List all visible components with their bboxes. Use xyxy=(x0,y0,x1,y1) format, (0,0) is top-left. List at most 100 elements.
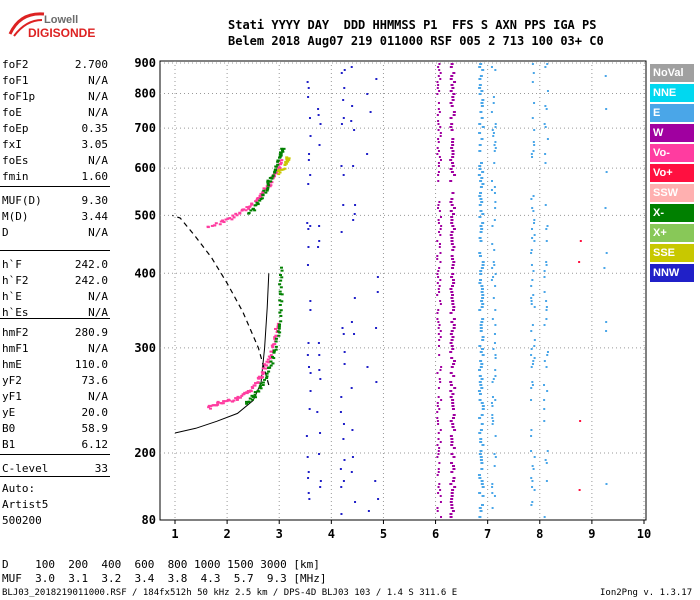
echo-point xyxy=(492,135,495,137)
echo-point xyxy=(308,498,311,500)
echo-point xyxy=(350,471,353,473)
echo-point xyxy=(438,483,441,485)
echo-point xyxy=(449,333,453,335)
echo-point xyxy=(438,267,441,269)
echo-point xyxy=(375,381,378,383)
echo-point xyxy=(438,63,441,65)
param-name: foEs xyxy=(2,154,29,167)
x-2hop-point xyxy=(267,184,271,187)
echo-point xyxy=(450,504,454,506)
echo-point xyxy=(532,210,535,212)
echo-point xyxy=(437,75,440,77)
echo-point xyxy=(481,318,485,320)
echo-point xyxy=(308,117,311,119)
param-row-ye: yE 20.0 xyxy=(2,406,108,420)
legend-item-vo-: Vo+ xyxy=(650,164,694,182)
echo-point xyxy=(439,132,442,134)
param-value: 58.9 xyxy=(81,422,109,435)
echo-point xyxy=(449,234,453,236)
legend-item-ssw: SSW xyxy=(650,184,694,202)
echo-point xyxy=(436,282,439,284)
echo-point xyxy=(480,267,484,269)
o-trace-point xyxy=(266,358,270,361)
echo-point xyxy=(450,63,454,65)
echo-point xyxy=(353,333,356,335)
o-trace-point xyxy=(261,376,265,379)
echo-point xyxy=(530,387,533,389)
x-2hop-point xyxy=(258,199,262,202)
echo-point xyxy=(340,486,343,488)
echo-point xyxy=(375,327,378,329)
o-2hop-point xyxy=(221,219,225,222)
echo-point xyxy=(479,210,483,212)
echo-point xyxy=(450,237,454,239)
x-2hop-point xyxy=(255,201,259,204)
echo-point xyxy=(436,273,439,275)
echo-point xyxy=(449,435,453,437)
echo-point xyxy=(494,456,497,458)
echo-point xyxy=(439,429,442,431)
echo-point xyxy=(543,408,546,410)
x-trace-point xyxy=(274,348,278,351)
echo-point xyxy=(437,345,440,347)
echo-point xyxy=(543,420,546,422)
x-trace-point xyxy=(253,393,257,396)
legend-item-x-: X- xyxy=(650,204,694,222)
o-trace-point xyxy=(263,367,267,370)
echo-point xyxy=(480,468,484,470)
echo-point xyxy=(450,171,454,173)
echo-point xyxy=(309,135,312,137)
echo-point xyxy=(351,105,354,107)
o-2hop-point xyxy=(248,205,252,208)
param-name: C-level xyxy=(2,462,49,475)
param-row-c-level: C-level 33 xyxy=(2,462,108,476)
echo-point xyxy=(533,240,536,242)
echo-point xyxy=(438,291,441,293)
echo-point xyxy=(479,75,483,77)
o-2hop-point xyxy=(262,187,266,190)
echo-point xyxy=(451,510,455,512)
param-row-b1: B1 6.12 xyxy=(2,438,108,452)
echo-point xyxy=(450,339,454,341)
footer-file-info: BLJ03_2018219011000.RSF / 184fx512h 50 k… xyxy=(2,588,458,598)
echo-point xyxy=(452,213,456,215)
echo-point xyxy=(437,171,440,173)
echo-point xyxy=(480,228,484,230)
x-trace-point xyxy=(247,400,251,403)
echo-point xyxy=(343,69,346,71)
echo-point xyxy=(449,351,453,353)
echo-point xyxy=(452,228,456,230)
echo-point xyxy=(479,240,483,242)
o-2hop-point xyxy=(278,163,282,166)
echo-point xyxy=(490,111,493,113)
o-2hop-point xyxy=(234,212,238,215)
echo-point xyxy=(307,159,310,161)
sse-point xyxy=(277,173,281,176)
echo-point xyxy=(478,84,482,86)
echo-point xyxy=(436,405,439,407)
param-name: B1 xyxy=(2,438,16,451)
echo-point xyxy=(450,123,454,125)
echo-point xyxy=(319,432,322,434)
legend-item-sse: SSE xyxy=(650,244,694,262)
echo-point xyxy=(533,219,536,221)
o-trace-point xyxy=(265,360,269,363)
echo-point xyxy=(450,84,454,86)
echo-point xyxy=(481,336,485,338)
param-name: MUF(D) xyxy=(2,194,42,207)
echo-point xyxy=(544,204,547,206)
echo-point xyxy=(530,435,533,437)
echo-point xyxy=(478,168,482,170)
echo-point xyxy=(494,147,497,149)
x-trace-point xyxy=(261,384,265,387)
o-trace-point xyxy=(223,400,227,403)
echo-point xyxy=(493,219,496,221)
x-tick-label: 10 xyxy=(637,527,651,541)
echo-point xyxy=(437,84,440,86)
echo-point xyxy=(307,228,310,230)
x-trace-point xyxy=(278,311,282,314)
param-row-yf2: yF2 73.6 xyxy=(2,374,108,388)
echo-point xyxy=(480,117,484,119)
echo-point xyxy=(451,405,455,407)
